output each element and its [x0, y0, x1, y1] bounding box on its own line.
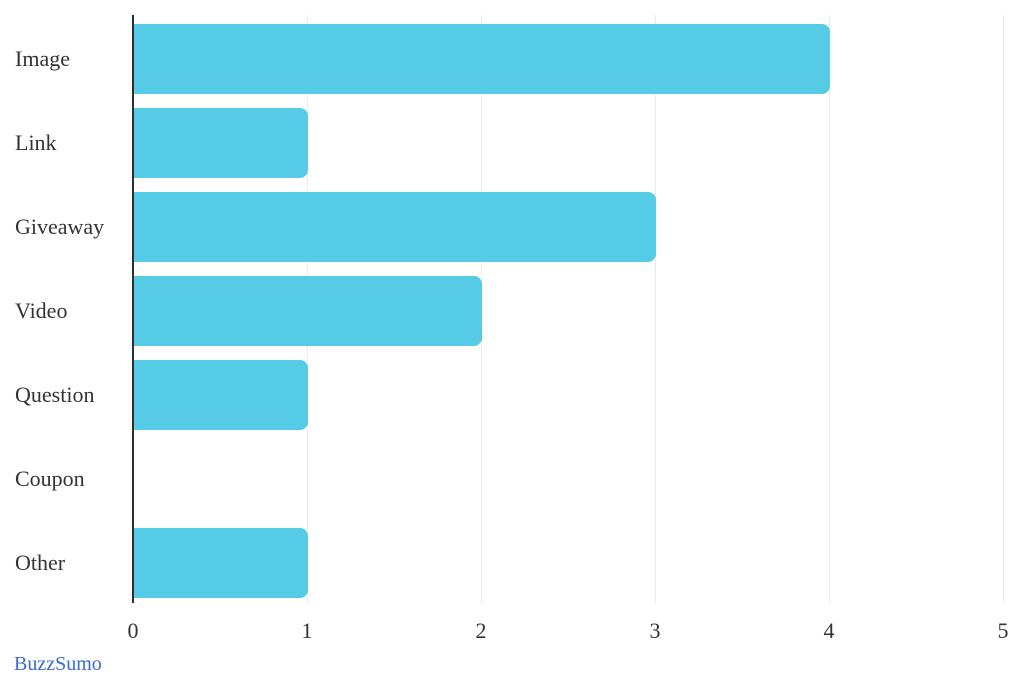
bar-image — [134, 24, 830, 94]
x-tick-label-0: 0 — [127, 618, 139, 643]
category-label-coupon: Coupon — [15, 466, 85, 491]
category-label-other: Other — [15, 550, 66, 575]
x-tick-label-4: 4 — [823, 618, 835, 643]
category-label-image: Image — [15, 46, 70, 71]
gridline-x-5 — [1003, 15, 1004, 603]
gridline-x-4 — [829, 15, 830, 603]
category-label-question: Question — [15, 382, 95, 407]
bar-video — [134, 276, 482, 346]
bar-link — [134, 108, 308, 178]
plot-area — [132, 15, 1004, 603]
buzzsumo-source-link[interactable]: BuzzSumo — [14, 653, 102, 675]
x-tick-label-3: 3 — [649, 618, 661, 643]
category-label-video: Video — [15, 298, 68, 323]
y-axis-line — [132, 15, 134, 603]
category-label-link: Link — [15, 130, 57, 155]
x-tick-label-5: 5 — [997, 618, 1009, 643]
bar-other — [134, 528, 308, 598]
x-tick-label-1: 1 — [301, 618, 313, 643]
bar-question — [134, 360, 308, 430]
bar-giveaway — [134, 192, 656, 262]
category-label-giveaway: Giveaway — [15, 214, 105, 239]
x-tick-label-2: 2 — [475, 618, 487, 643]
gridline-x-3 — [655, 15, 656, 603]
